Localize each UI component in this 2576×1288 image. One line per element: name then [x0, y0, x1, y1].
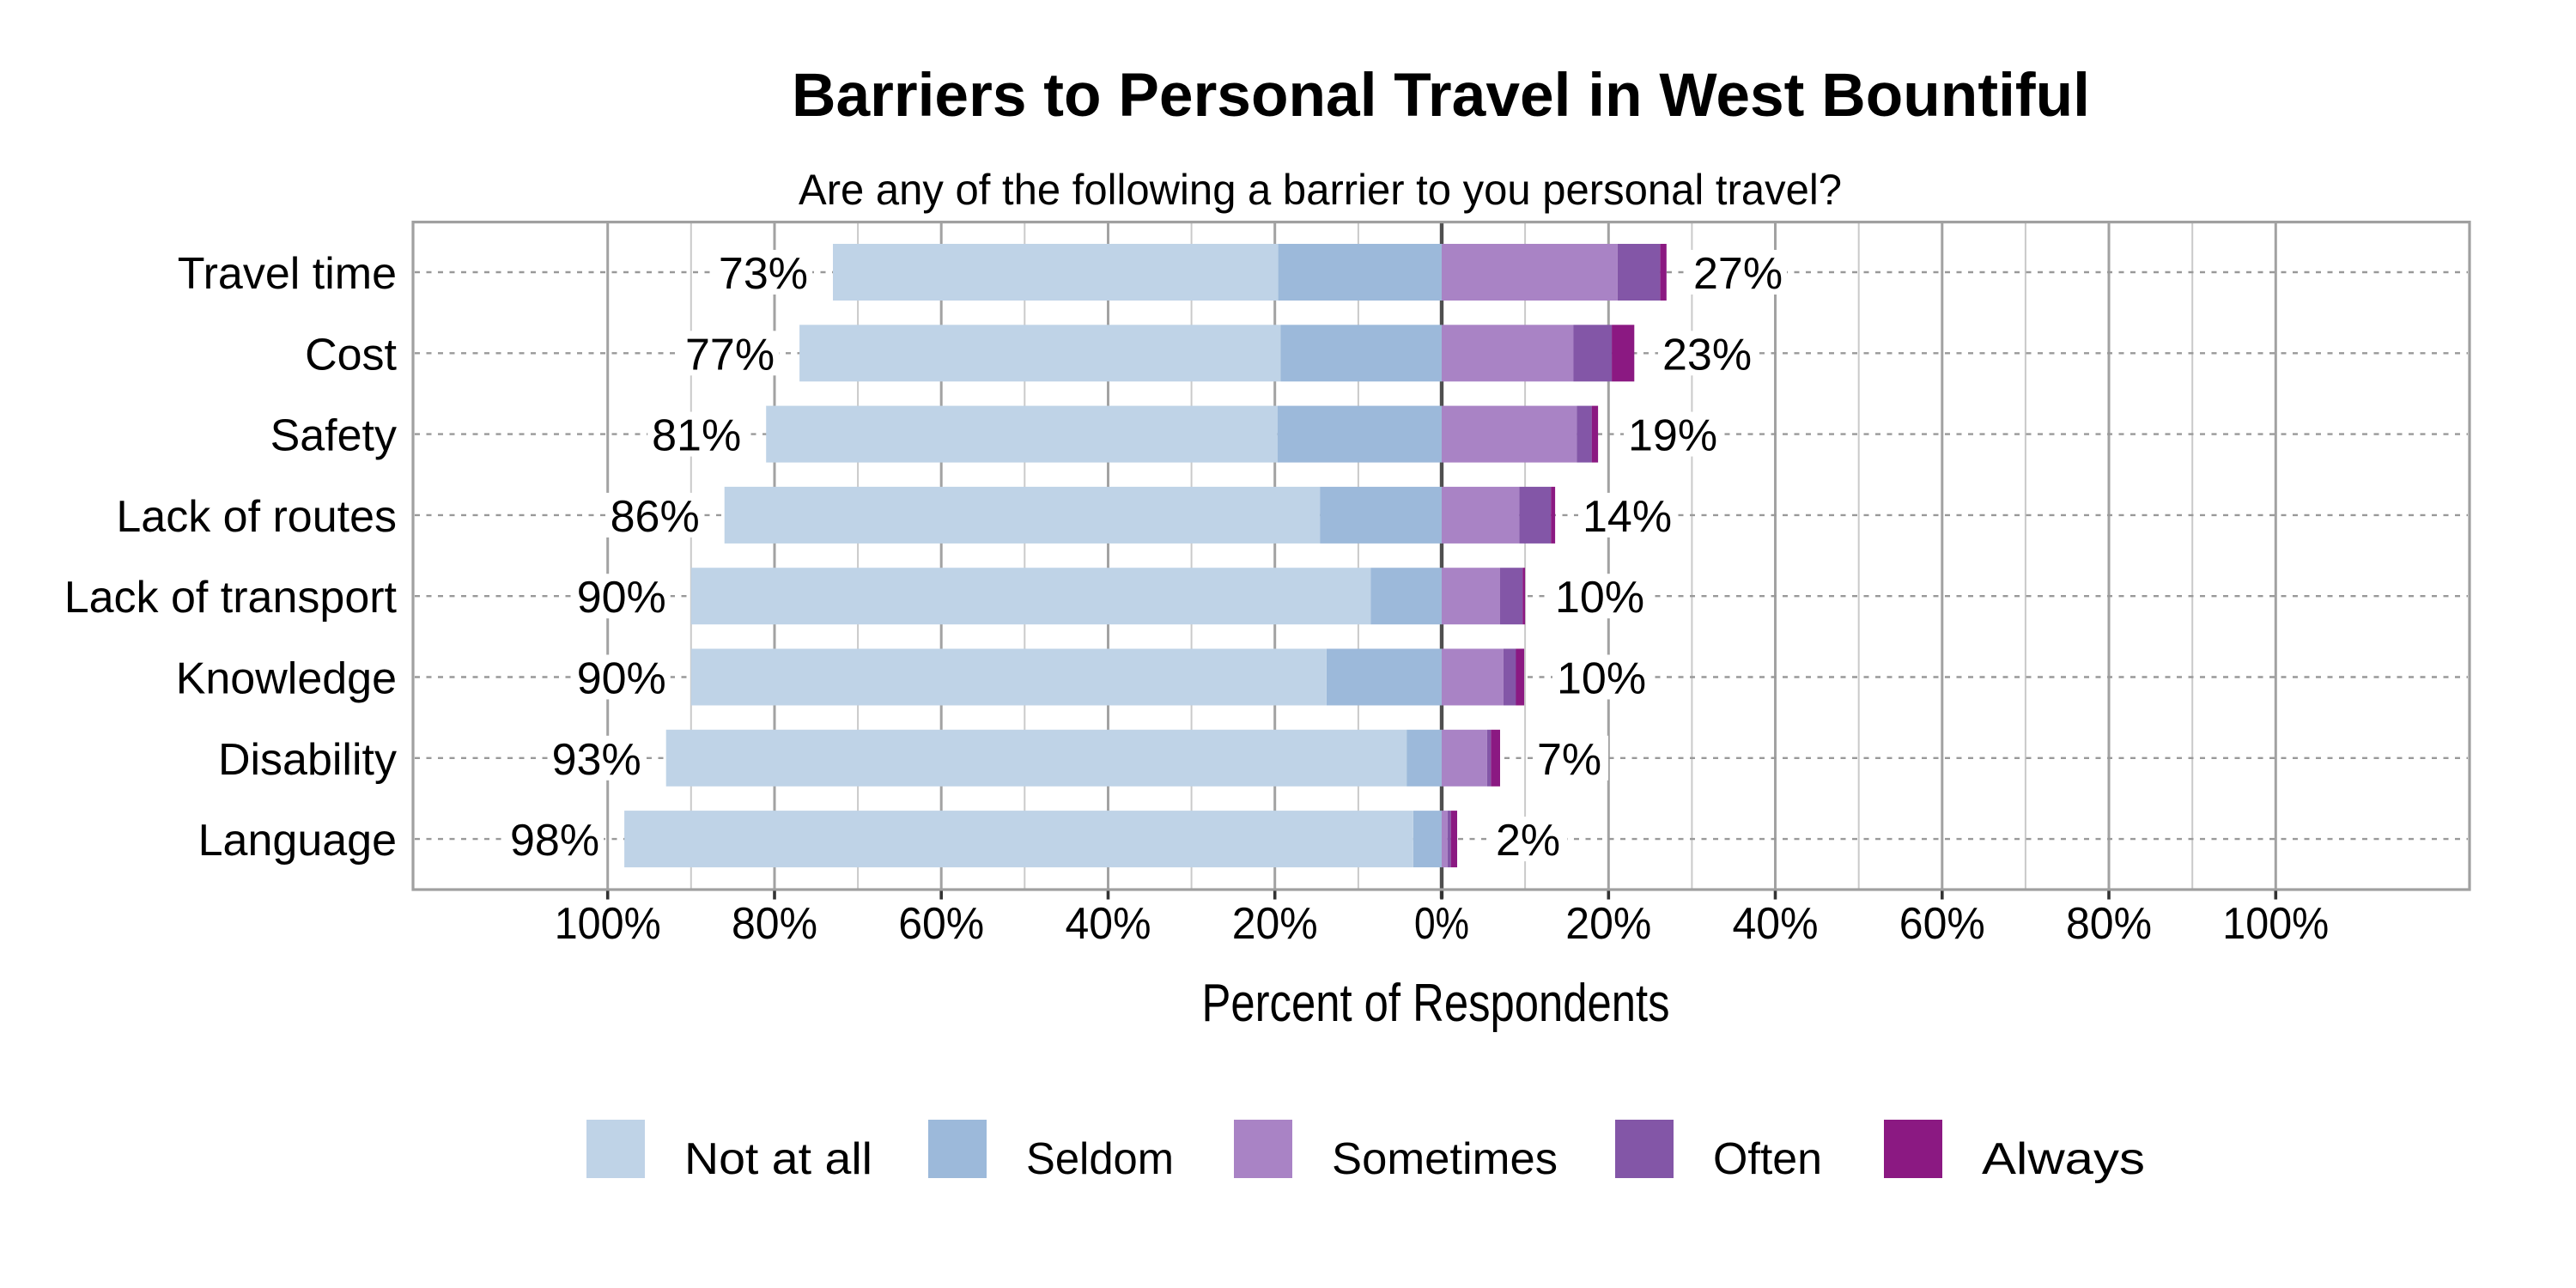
- svg-text:27%: 27%: [1693, 249, 1783, 299]
- svg-text:Percent of Respondents: Percent of Respondents: [1202, 974, 1670, 1033]
- svg-text:Lack of transport: Lack of transport: [64, 573, 398, 623]
- svg-text:Always: Always: [1982, 1134, 2145, 1184]
- svg-text:Are any of the following a bar: Are any of the following a barrier to yo…: [799, 166, 1842, 214]
- svg-text:80%: 80%: [732, 899, 817, 949]
- svg-text:81%: 81%: [652, 411, 741, 461]
- svg-text:77%: 77%: [685, 330, 775, 380]
- svg-text:100%: 100%: [2222, 899, 2329, 949]
- svg-text:98%: 98%: [510, 816, 599, 866]
- svg-text:Sometimes: Sometimes: [1332, 1134, 1558, 1184]
- svg-text:2%: 2%: [1496, 816, 1560, 866]
- svg-text:Often: Often: [1713, 1134, 1822, 1184]
- svg-text:Travel time: Travel time: [178, 249, 397, 299]
- svg-text:Seldom: Seldom: [1026, 1134, 1174, 1184]
- svg-text:Not at all: Not at all: [684, 1134, 872, 1184]
- svg-text:7%: 7%: [1537, 735, 1601, 785]
- svg-text:73%: 73%: [719, 249, 808, 299]
- svg-text:10%: 10%: [1557, 654, 1646, 704]
- svg-text:20%: 20%: [1232, 899, 1318, 949]
- svg-text:Knowledge: Knowledge: [176, 654, 397, 704]
- svg-text:40%: 40%: [1066, 899, 1151, 949]
- svg-text:100%: 100%: [555, 899, 661, 949]
- svg-text:19%: 19%: [1628, 411, 1717, 461]
- svg-text:23%: 23%: [1662, 330, 1752, 380]
- svg-text:Language: Language: [198, 816, 397, 866]
- svg-text:0%: 0%: [1414, 899, 1469, 949]
- svg-text:90%: 90%: [577, 573, 666, 623]
- svg-text:20%: 20%: [1565, 899, 1651, 949]
- svg-text:80%: 80%: [2066, 899, 2152, 949]
- svg-text:86%: 86%: [611, 492, 700, 542]
- svg-text:Lack of routes: Lack of routes: [116, 492, 397, 542]
- svg-text:Cost: Cost: [305, 330, 397, 380]
- svg-text:60%: 60%: [1899, 899, 1985, 949]
- svg-text:90%: 90%: [577, 654, 666, 704]
- svg-text:60%: 60%: [898, 899, 984, 949]
- svg-text:Safety: Safety: [270, 411, 397, 461]
- svg-text:40%: 40%: [1733, 899, 1819, 949]
- svg-text:Barriers to Personal Travel in: Barriers to Personal Travel in West Boun…: [792, 62, 2090, 130]
- svg-text:Disability: Disability: [218, 735, 397, 785]
- svg-text:93%: 93%: [552, 735, 641, 785]
- svg-text:14%: 14%: [1583, 492, 1672, 542]
- svg-text:10%: 10%: [1555, 573, 1644, 623]
